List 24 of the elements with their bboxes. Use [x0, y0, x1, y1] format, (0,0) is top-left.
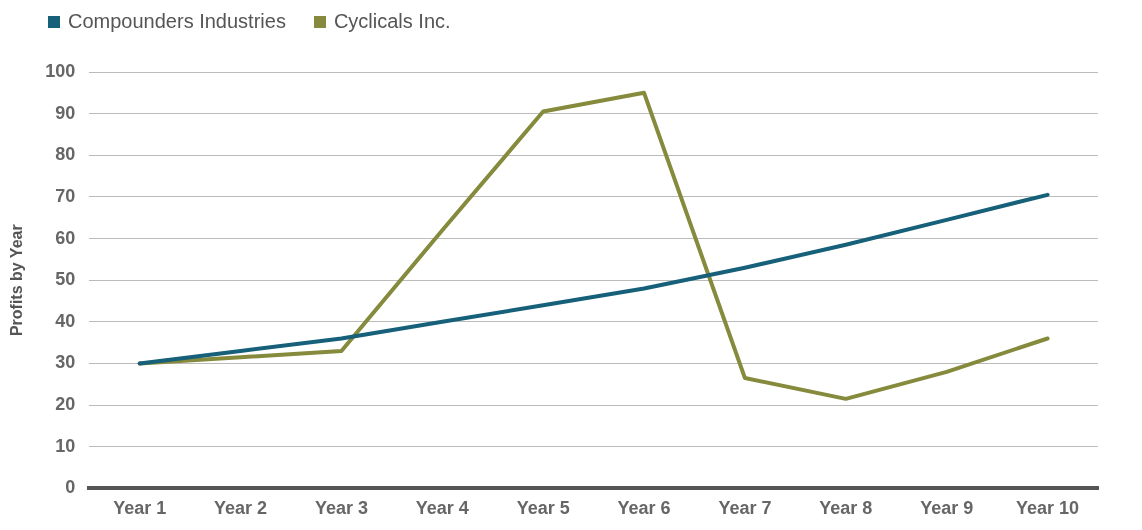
x-tick-label: Year 6 — [617, 498, 671, 519]
x-tick-label: Year 2 — [214, 498, 268, 519]
y-tick-label: 20 — [55, 394, 76, 415]
y-tick-label: 30 — [55, 352, 76, 373]
y-tick-label: 70 — [55, 185, 76, 206]
y-tick-label: 0 — [65, 477, 76, 498]
x-tick-label: Year 10 — [1016, 498, 1080, 519]
y-tick-label: 50 — [55, 269, 76, 290]
x-tick-label: Year 8 — [819, 498, 873, 519]
x-tick-label: Year 9 — [920, 498, 974, 519]
x-tick-label: Year 3 — [314, 498, 368, 519]
y-tick-label: 80 — [55, 144, 76, 165]
x-tick-label: Year 5 — [516, 498, 570, 519]
legend-label: Cyclicals Inc. — [332, 10, 451, 33]
legend-label: Compounders Industries — [67, 10, 286, 33]
y-axis-title: Profits by Year — [8, 224, 26, 337]
y-tick-label: 40 — [55, 310, 76, 331]
x-tick-label: Year 4 — [415, 498, 469, 519]
x-tick-label: Year 1 — [113, 498, 167, 519]
y-tick-label: 10 — [55, 435, 76, 456]
y-tick-label: 100 — [45, 60, 76, 81]
y-tick-label: 90 — [55, 102, 76, 123]
x-tick-label: Year 7 — [718, 498, 772, 519]
y-tick-label: 60 — [55, 227, 76, 248]
